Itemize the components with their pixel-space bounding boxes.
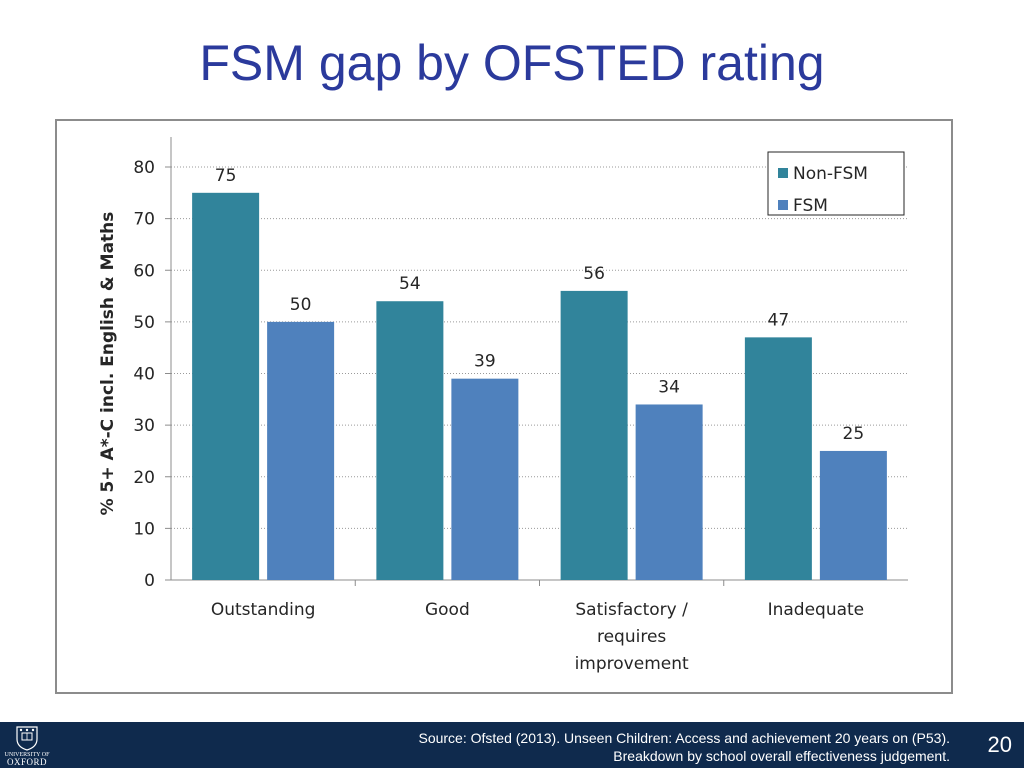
page-number: 20 xyxy=(987,732,1012,757)
y-tick-label: 40 xyxy=(133,365,155,385)
data-label: 25 xyxy=(843,424,865,444)
bar-non-fsm xyxy=(192,192,260,580)
bar-chart: 0 10 20 30 40 50 60 70 80 % 5+ A*-C incl. English… xyxy=(98,137,908,674)
x-category-label: Good xyxy=(425,600,470,620)
data-label: 75 xyxy=(215,166,237,186)
x-category-label: Satisfactory / xyxy=(575,600,688,620)
bar-fsm xyxy=(267,321,335,580)
source-line1: Source: Ofsted (2013). Unseen Children: … xyxy=(418,730,950,746)
legend-swatch xyxy=(778,168,788,178)
bar-fsm xyxy=(451,378,519,580)
y-tick-label: 80 xyxy=(133,158,155,178)
data-label: 50 xyxy=(290,295,312,315)
y-tick-label: 50 xyxy=(133,313,155,333)
x-category-label: requires xyxy=(597,627,666,647)
logo-line1: UNIVERSITY OF xyxy=(4,752,50,758)
y-tick-label: 0 xyxy=(144,571,155,591)
bar-non-fsm xyxy=(744,337,812,580)
data-label: 34 xyxy=(658,377,680,397)
logo-line2: OXFORD xyxy=(6,757,47,767)
source-line2: Breakdown by school overall effectivenes… xyxy=(613,748,950,764)
bar-non-fsm xyxy=(560,290,628,580)
chart-frame: 0 10 20 30 40 50 60 70 80 % 5+ A*-C incl. English… xyxy=(55,119,953,694)
bar-non-fsm xyxy=(376,301,444,580)
y-tick-label: 70 xyxy=(133,210,155,230)
data-labels: 75 50 54 39 56 34 47 25 xyxy=(215,166,864,444)
legend-box xyxy=(767,151,905,216)
footer-bar: UNIVERSITY OF OXFORD Source: Ofsted (201… xyxy=(0,722,1024,768)
legend: Non-FSM FSM xyxy=(767,151,905,216)
x-category-label: Outstanding xyxy=(211,600,316,620)
bar-fsm xyxy=(819,450,887,580)
slide-title: FSM gap by OFSTED rating xyxy=(199,35,825,91)
bars xyxy=(192,192,887,580)
legend-label: Non-FSM xyxy=(793,164,868,184)
x-category-label: Inadequate xyxy=(768,600,865,620)
y-tick-label: 60 xyxy=(133,261,155,281)
data-label: 47 xyxy=(768,310,790,330)
y-tick-label: 20 xyxy=(133,468,155,488)
data-label: 56 xyxy=(583,264,605,284)
university-logo-text: UNIVERSITY OF OXFORD xyxy=(0,752,54,767)
legend-swatch xyxy=(778,200,788,210)
data-label: 54 xyxy=(399,274,421,294)
bar-fsm xyxy=(635,404,703,580)
source-note: Source: Ofsted (2013). Unseen Children: … xyxy=(418,729,950,765)
y-tick-label: 30 xyxy=(133,416,155,436)
legend-label: FSM xyxy=(793,196,828,216)
y-tick-label: 10 xyxy=(133,519,155,539)
data-label: 39 xyxy=(474,352,496,372)
x-category-label: improvement xyxy=(575,654,689,674)
university-crest-icon xyxy=(5,725,49,765)
y-axis-title: % 5+ A*-C incl. English & Maths xyxy=(98,212,118,516)
